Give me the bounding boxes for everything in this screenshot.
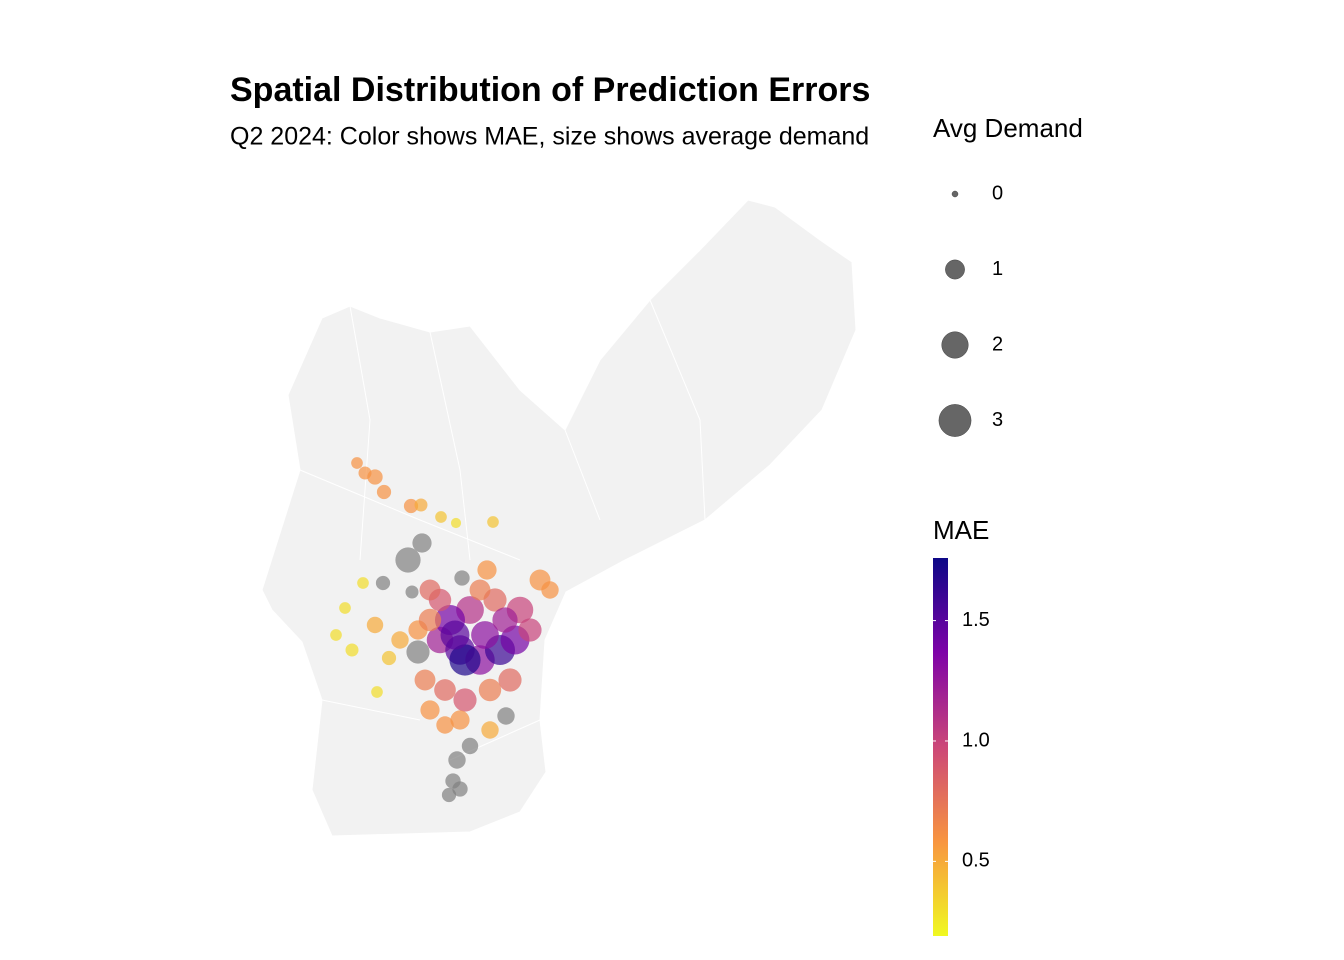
colorbar-label: 1.0 [962,729,990,751]
point [541,581,559,599]
size-legend-label: 3 [992,409,1003,431]
point [448,751,466,769]
point [452,781,468,797]
chart-title: Spatial Distribution of Prediction Error… [230,71,870,109]
point [406,640,430,664]
point [471,621,499,649]
size-legend-key [941,331,969,359]
point [351,457,363,469]
point [330,629,342,641]
point [449,644,481,676]
size-legend-key [951,190,959,198]
point [481,721,499,739]
point [469,579,491,601]
point [518,618,542,642]
size-legend-key [945,259,965,280]
point [478,678,502,702]
chart-subtitle: Q2 2024: Color shows MAE, size shows ave… [230,123,869,151]
colorbar [933,558,948,936]
point [366,616,384,634]
size-legend-title: Avg Demand [933,113,1083,143]
color-legend-title: MAE [933,515,989,545]
size-legend-label: 2 [992,333,1003,355]
point [450,517,462,529]
point [403,498,419,514]
point [376,484,392,500]
point [345,643,359,657]
size-legend-key [938,404,972,437]
point [414,669,436,691]
point [461,737,479,755]
point [497,707,515,725]
point [477,560,497,580]
point [436,716,454,734]
size-legend-label: 0 [992,182,1003,204]
point [412,533,432,553]
point [357,577,369,589]
point [492,607,518,633]
point [419,579,441,601]
colorbar-label: 1.5 [962,609,990,631]
point [381,650,397,666]
point [454,570,470,586]
colorbar-label: 0.5 [962,850,990,872]
point [395,547,421,573]
point [367,469,383,485]
basemap [261,199,857,837]
point [375,575,391,591]
point [434,679,456,701]
points [330,457,559,803]
point [371,686,383,698]
point [498,668,522,692]
point [405,585,419,599]
point [435,511,447,523]
point [487,516,499,528]
point [420,700,440,720]
point [414,498,428,512]
point [391,631,409,649]
size-legend-label: 1 [992,258,1003,280]
point [441,787,457,803]
point [453,688,477,712]
point [339,602,351,614]
point [418,608,442,632]
point [440,620,470,650]
point [450,710,470,730]
